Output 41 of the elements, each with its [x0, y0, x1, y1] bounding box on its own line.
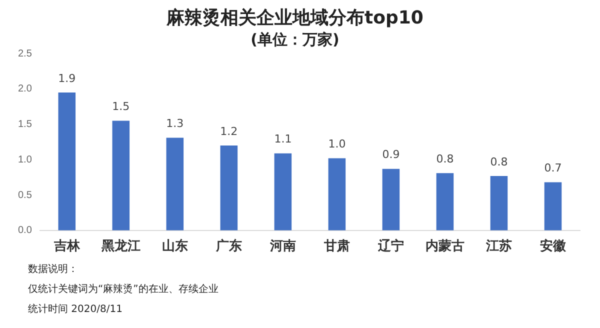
data-label: 0.8 [436, 152, 454, 166]
bar [544, 182, 562, 230]
data-label: 1.0 [328, 138, 346, 151]
bar [490, 176, 508, 230]
bar [328, 158, 346, 230]
x-tick-label: 吉林 [52, 238, 81, 253]
bar [220, 146, 238, 230]
text: 数据说明： [28, 263, 79, 276]
y-tick-label: 2.5 [18, 48, 32, 60]
text: 仅统计关键词为“麻辣烫”的在业、存续企业 [28, 282, 218, 296]
data-label: 1.3 [166, 117, 184, 130]
x-tick-label: 甘肃 [322, 238, 350, 253]
x-tick-label: 山东 [162, 238, 188, 253]
bar [58, 92, 76, 230]
data-label: 0.7 [544, 162, 562, 175]
y-tick-label: 1.0 [18, 154, 32, 166]
data-label: 1.2 [220, 124, 238, 138]
bar [112, 120, 130, 230]
data-label: 1.5 [112, 100, 130, 114]
x-tick-label: 河南 [268, 238, 296, 253]
y-tick-label: 0.5 [18, 190, 32, 201]
bar [274, 153, 292, 230]
y-tick-label: 2.0 [18, 84, 32, 95]
x-tick-label: 广东 [214, 238, 242, 253]
x-tick-label: 安徽 [540, 238, 567, 253]
x-tick-label: 内蒙古 [425, 238, 464, 253]
data-label: 1.9 [58, 72, 76, 85]
text: 统计时间 2020/8/11 [28, 302, 124, 316]
bar [166, 138, 184, 230]
x-tick-label: 黑龙江 [100, 238, 140, 253]
y-tick-label: 0.0 [18, 225, 32, 236]
x-tick-label: 辽宁 [376, 238, 404, 253]
bar [382, 168, 400, 230]
data-label: 1.1 [274, 132, 292, 146]
chart-subtitle: (单位：万家) [250, 30, 340, 48]
data-label: 0.9 [382, 148, 400, 162]
chart-title: 麻辣烫相关企业地域分布top10 [166, 7, 424, 28]
x-tick-label: 江苏 [484, 238, 512, 253]
bar [436, 173, 454, 230]
y-tick-label: 1.5 [18, 119, 32, 130]
data-label: 0.8 [490, 155, 508, 168]
